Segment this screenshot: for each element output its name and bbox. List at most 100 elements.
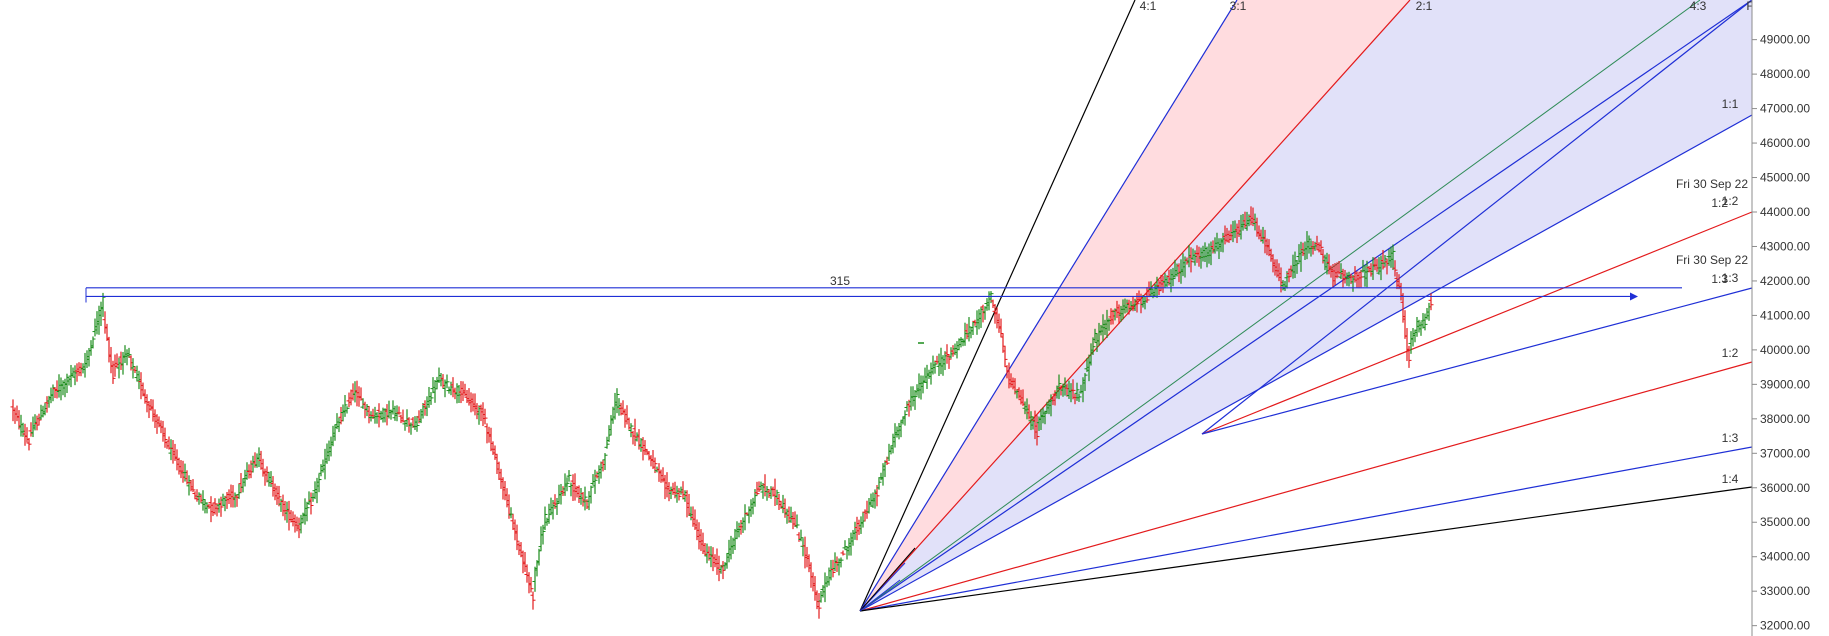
price-bar[interactable] [604,436,610,449]
fan-ray-main-0[interactable] [859,0,1136,612]
price-bar[interactable] [1392,260,1398,277]
price-bar[interactable] [606,425,612,442]
price-bar[interactable] [530,591,536,610]
price-bar[interactable] [566,470,572,482]
fan-ray-main-3[interactable] [859,0,1753,612]
price-bar[interactable] [642,440,648,456]
price-bar[interactable] [944,344,950,364]
y-tick-label: 40000.00 [1760,343,1810,357]
price-bar[interactable] [838,557,844,568]
price-bar[interactable] [276,485,282,507]
fan-ray-main-6[interactable] [859,446,1753,612]
price-bar[interactable] [588,485,594,504]
price-bar[interactable] [1092,328,1098,342]
fan-ray-secondary-0[interactable] [1201,211,1753,435]
price-bar[interactable] [90,336,96,349]
price-bar[interactable] [162,427,168,448]
price-bar[interactable] [126,347,132,358]
price-bar[interactable] [1406,345,1412,368]
fan-ray-main-7[interactable] [859,486,1753,612]
price-bar[interactable] [528,576,534,593]
fan-ray-main-1[interactable] [859,0,1238,612]
price-bar[interactable] [1076,393,1082,402]
price-bar[interactable] [316,474,322,493]
price-bar[interactable] [36,413,42,426]
price-bar[interactable] [798,529,804,542]
price-bar[interactable] [554,497,560,515]
price-bar[interactable] [774,489,780,506]
price-bar[interactable] [676,488,682,501]
price-bar[interactable] [414,415,420,432]
price-bar[interactable] [1144,287,1150,303]
fan-ratio-label: 1:2 [1722,194,1739,208]
price-bar[interactable] [564,477,570,492]
fan-ratio-label: 4:3 [1690,0,1707,13]
price-bar[interactable] [1148,281,1154,298]
price-bar[interactable] [1002,346,1008,367]
price-bar[interactable] [966,317,972,342]
y-tick-label: 37000.00 [1760,446,1810,460]
price-bar[interactable] [342,395,348,417]
y-tick-label: 49000.00 [1760,33,1810,47]
fan-ray-main-4[interactable] [859,114,1753,612]
price-bar[interactable] [190,479,196,493]
fan-ratio-label: 1:2 [1722,346,1739,360]
price-bar[interactable] [514,524,520,551]
price-bar[interactable] [444,374,450,389]
price-bar[interactable] [912,390,918,410]
fan-ray-upper-blue[interactable] [1201,0,1753,435]
y-tick-label: 48000.00 [1760,67,1810,81]
price-bar[interactable] [1170,267,1176,287]
price-bar[interactable] [998,318,1004,337]
price-bar[interactable] [1306,235,1312,254]
price-axis-panel[interactable] [1752,0,1829,636]
price-bar[interactable] [902,410,908,426]
price-bar[interactable] [236,484,242,499]
price-bar[interactable] [614,388,620,414]
y-tick-label: 44000.00 [1760,205,1810,219]
price-bar[interactable] [1380,249,1386,270]
price-bar[interactable] [628,423,634,438]
price-bar[interactable] [1334,262,1340,279]
price-bar[interactable] [582,486,588,511]
y-tick-label: 47000.00 [1760,102,1810,116]
price-bar[interactable] [1390,244,1396,271]
price-bar[interactable] [602,453,608,471]
price-bar[interactable] [428,392,434,405]
price-bar[interactable] [1294,260,1300,274]
fan-ratio-label: 2:1 [1416,0,1433,13]
price-bar[interactable] [396,406,402,415]
price-bar[interactable] [130,358,136,379]
price-bar[interactable] [26,438,32,451]
price-bar[interactable] [1056,374,1062,400]
fan-ray-secondary-1[interactable] [1201,287,1753,435]
price-bar[interactable] [64,373,70,394]
price-bar[interactable] [874,485,880,507]
price-bar[interactable] [344,406,350,414]
fan-ray-green[interactable] [859,0,1701,612]
price-bar[interactable] [592,469,598,494]
y-tick-label: 32000.00 [1760,619,1810,633]
price-bar[interactable] [876,477,882,490]
price-bar[interactable] [482,408,488,425]
fan-ray-main-5[interactable] [859,361,1753,612]
price-bar[interactable] [1090,337,1096,356]
price-bar[interactable] [1286,268,1292,283]
date-annotation-ratio: 1:3 [1711,272,1728,286]
price-bar[interactable] [542,506,548,531]
price-bar[interactable] [308,492,314,515]
price-bar[interactable] [1082,373,1088,391]
price-bar[interactable] [840,550,846,556]
price-bar[interactable] [1034,415,1040,446]
price-bar[interactable] [304,501,310,522]
price-bar[interactable] [816,593,822,619]
price-bar[interactable] [1318,240,1324,255]
price-bar[interactable] [1070,379,1076,400]
fan-ratio-label: 1:4 [1722,472,1739,486]
price-bar[interactable] [794,514,800,529]
price-bar[interactable] [1422,313,1428,331]
price-bar[interactable] [754,481,760,496]
price-bar[interactable] [536,548,542,566]
price-bar[interactable] [752,489,758,507]
